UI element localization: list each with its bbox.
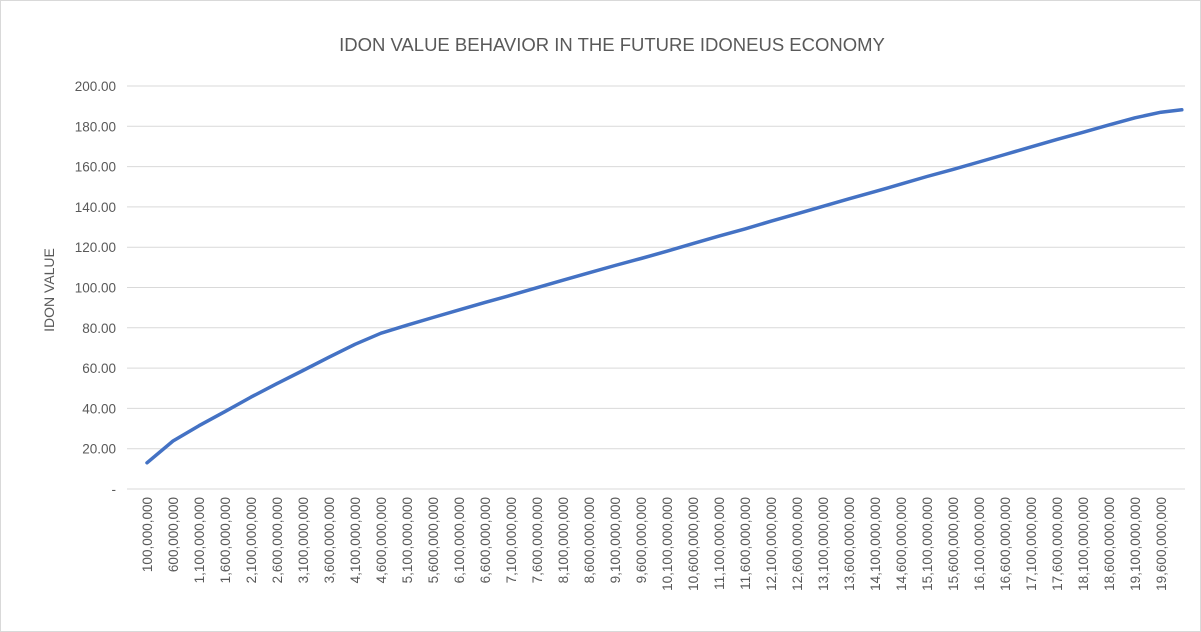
x-tick-label: 7,100,000,000: [504, 497, 519, 583]
x-tick-label: 6,600,000,000: [478, 497, 493, 583]
x-tick-label: 1,600,000,000: [218, 497, 233, 583]
x-tick-label: 5,100,000,000: [400, 497, 415, 583]
x-axis-ticks: 100,000,000 600,000,000 1,100,000,000 1,600…: [140, 497, 1169, 591]
x-tick-label: 18,100,000,000: [1076, 497, 1091, 591]
x-tick-label: 10,100,000,000: [660, 497, 675, 591]
x-tick-label: 16,100,000,000: [972, 497, 987, 591]
x-tick-label: 7,600,000,000: [530, 497, 545, 583]
x-tick-label: 1,100,000,000: [192, 497, 207, 583]
y-tick-label: 20.00: [82, 442, 116, 457]
x-tick-label: 17,600,000,000: [1050, 497, 1065, 591]
x-tick-label: 11,100,000,000: [712, 497, 727, 590]
y-axis-label: IDON VALUE: [41, 248, 57, 332]
x-tick-label: 13,600,000,000: [842, 497, 857, 591]
y-tick-label: 80.00: [82, 321, 116, 336]
x-tick-label: 6,100,000,000: [452, 497, 467, 583]
y-axis-ticks: - 20.00 40.00 60.00 80.00 100.00 120.00 140.00 1…: [75, 79, 116, 497]
x-tick-label: 18,600,000,000: [1102, 497, 1117, 591]
y-tick-label: 160.00: [75, 160, 116, 175]
x-tick-label: 9,100,000,000: [608, 497, 623, 583]
x-tick-label: 9,600,000,000: [634, 497, 649, 583]
y-tick-label: 100.00: [75, 281, 116, 296]
x-tick-label: 19,600,000,000: [1154, 497, 1169, 591]
x-tick-label: 3,600,000,000: [322, 497, 337, 583]
x-tick-label: 14,600,000,000: [894, 497, 909, 591]
y-tick-label: 200.00: [75, 79, 116, 94]
x-tick-label: 16,600,000,000: [998, 497, 1013, 591]
x-tick-label: 600,000,000: [166, 497, 181, 572]
x-tick-label: 13,100,000,000: [816, 497, 831, 591]
y-tick-label: 40.00: [82, 401, 116, 416]
x-tick-label: 11,600,000,000: [738, 497, 753, 590]
gridlines: [127, 85, 1185, 490]
x-tick-label: 17,100,000,000: [1024, 497, 1039, 591]
x-tick-label: 19,100,000,000: [1128, 497, 1143, 591]
series-line: [145, 108, 1184, 465]
y-tick-label: 60.00: [82, 361, 116, 376]
x-tick-label: 3,100,000,000: [296, 497, 311, 583]
y-tick-label: 180.00: [75, 119, 116, 134]
x-tick-label: 12,600,000,000: [790, 497, 805, 591]
x-tick-label: 4,100,000,000: [348, 497, 363, 583]
y-tick-label: 140.00: [75, 200, 116, 215]
x-tick-label: 15,100,000,000: [920, 497, 935, 591]
x-tick-label: 5,600,000,000: [426, 497, 441, 583]
x-tick-label: 10,600,000,000: [686, 497, 701, 591]
x-tick-label: 15,600,000,000: [946, 497, 961, 591]
x-tick-label: 8,600,000,000: [582, 497, 597, 583]
x-tick-label: 100,000,000: [140, 497, 155, 572]
y-tick-label: 120.00: [75, 240, 116, 255]
series-layer: [145, 108, 1184, 465]
x-tick-label: 14,100,000,000: [868, 497, 883, 591]
y-tick-label: -: [112, 482, 117, 497]
x-tick-label: 4,600,000,000: [374, 497, 389, 583]
x-tick-label: 2,600,000,000: [270, 497, 285, 583]
x-tick-label: 12,100,000,000: [764, 497, 779, 591]
x-tick-label: 2,100,000,000: [244, 497, 259, 583]
chart-title: IDON VALUE BEHAVIOR IN THE FUTURE IDONEU…: [339, 34, 885, 55]
x-tick-label: 8,100,000,000: [556, 497, 571, 583]
